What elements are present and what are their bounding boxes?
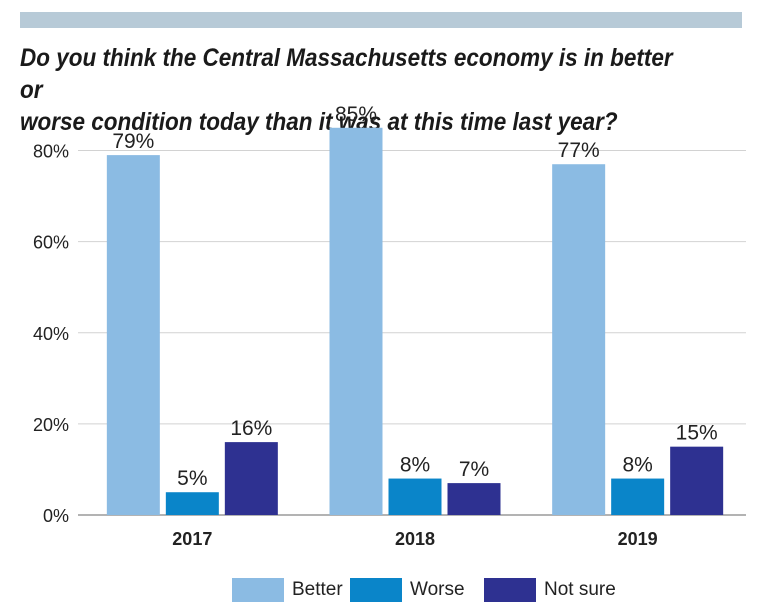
chart-legend: Better Worse Not sure <box>0 574 770 608</box>
data-label: 8% <box>622 454 652 477</box>
x-tick-label: 2018 <box>395 529 435 549</box>
data-label: 85% <box>335 103 377 126</box>
bar <box>224 442 278 515</box>
bar <box>611 478 665 515</box>
x-tick-label: 2017 <box>172 529 212 549</box>
data-label: 79% <box>112 130 154 153</box>
data-label: 5% <box>177 467 207 490</box>
legend-swatch-worse <box>350 578 402 602</box>
chart-title-line-1: Do you think the Central Massachusetts e… <box>20 44 673 104</box>
bar <box>329 127 383 516</box>
data-label: 16% <box>230 417 272 440</box>
legend-swatch-not-sure <box>484 578 536 602</box>
y-tick-label: 0% <box>43 506 69 526</box>
bar <box>670 446 724 515</box>
legend-swatch-better <box>232 578 284 602</box>
header-accent-bar <box>20 12 742 28</box>
data-label: 7% <box>459 458 489 481</box>
bar <box>106 155 160 515</box>
y-tick-label: 40% <box>33 324 69 344</box>
chart-title-line-2: worse condition today than it was at thi… <box>20 108 618 136</box>
bar <box>165 492 219 515</box>
bar <box>388 478 442 515</box>
legend-label-better: Better <box>292 579 343 600</box>
x-tick-label: 2019 <box>618 529 658 549</box>
legend-label-not-sure: Not sure <box>544 579 616 600</box>
y-tick-label: 20% <box>33 415 69 435</box>
chart-title: Do you think the Central Massachusetts e… <box>20 42 686 138</box>
data-label: 77% <box>558 139 600 162</box>
bar <box>552 164 606 515</box>
legend-label-worse: Worse <box>410 579 465 600</box>
data-label: 15% <box>676 422 718 445</box>
bar-chart: 0% 20% 40% 60% 80% 79% 5% 16% 2017 85% 8% 7% 2018 77%… <box>33 103 746 549</box>
bar <box>447 483 501 515</box>
y-tick-label: 80% <box>33 142 69 162</box>
y-tick-label: 60% <box>33 233 69 253</box>
data-label: 8% <box>400 454 430 477</box>
